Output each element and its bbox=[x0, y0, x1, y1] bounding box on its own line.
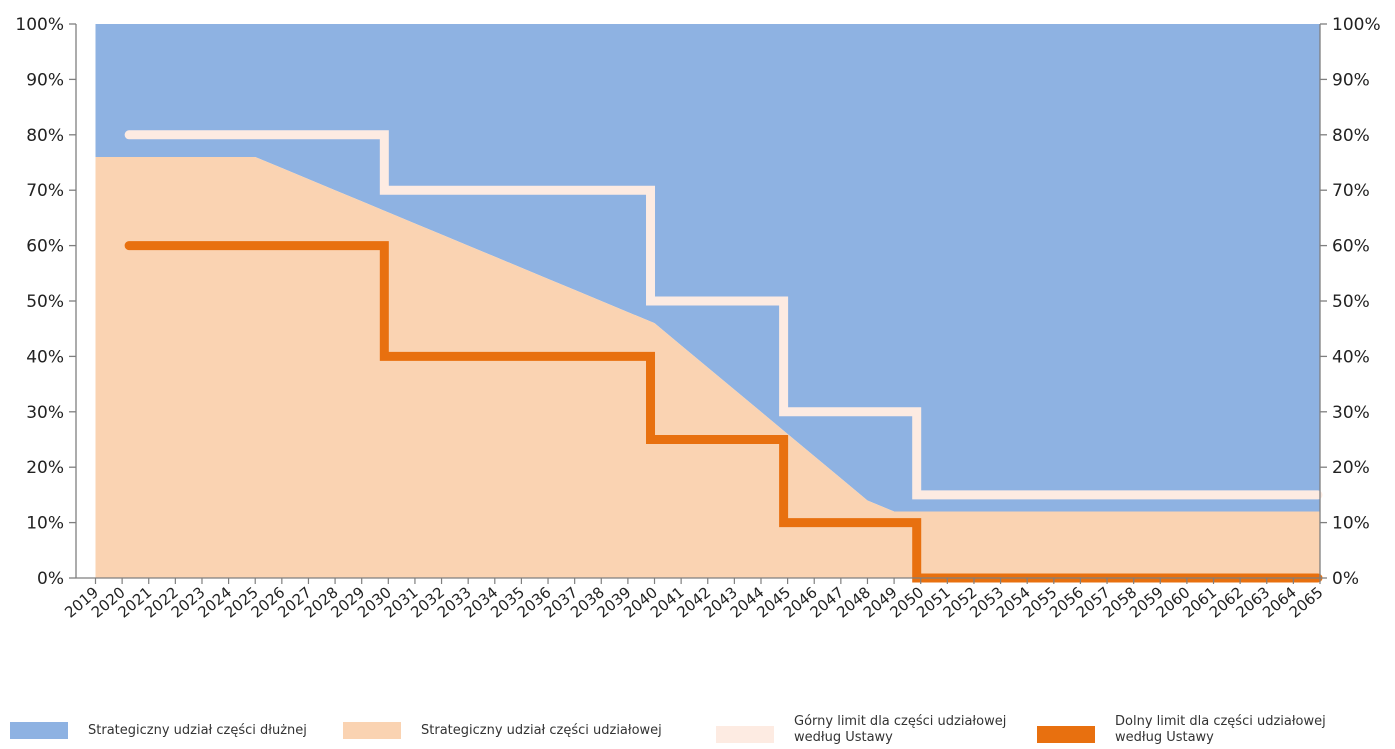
y-tick-label-right: 30% bbox=[1332, 403, 1370, 423]
legend-label-upper-limit: Górny limit dla części udziałowej według… bbox=[794, 714, 1007, 745]
legend-item-lower-limit: Dolny limit dla części udziałowej według… bbox=[1037, 714, 1326, 746]
y-tick-label-right: 10% bbox=[1332, 514, 1370, 534]
y-tick-label-right: 50% bbox=[1332, 292, 1370, 312]
glidepath-chart: 0% 0% 10% 10% 20% 20% 30% 30% 40% 40% 50% 50% 60% 60%… bbox=[15, 15, 1381, 622]
legend-swatch-debt bbox=[10, 722, 68, 739]
y-tick-label-left: 20% bbox=[26, 458, 64, 478]
y-tick-label-left: 100% bbox=[15, 15, 64, 35]
legend-swatch-upper-limit bbox=[716, 725, 774, 743]
line-upper-limit bbox=[124, 130, 1323, 500]
legend-item-equity: Strategiczny udział części udziałowej bbox=[343, 722, 662, 739]
plot-area bbox=[95, 24, 1323, 583]
y-tick-label-right: 60% bbox=[1332, 237, 1370, 257]
legend-swatch-lower-limit bbox=[1037, 725, 1095, 743]
y-tick-label-left: 40% bbox=[26, 347, 64, 367]
legend-label-equity: Strategiczny udział części udziałowej bbox=[421, 722, 662, 738]
legend-label-debt: Strategiczny udział części dłużnej bbox=[88, 722, 307, 738]
y-tick-label-left: 90% bbox=[26, 70, 64, 90]
y-tick-label-left: 60% bbox=[26, 237, 64, 257]
y-tick-label-right: 0% bbox=[1332, 569, 1359, 589]
y-tick-label-left: 80% bbox=[26, 126, 64, 146]
area-debt-share bbox=[95, 24, 1320, 512]
y-tick-label-right: 40% bbox=[1332, 347, 1370, 367]
y-tick-label-right: 20% bbox=[1332, 458, 1370, 478]
y-tick-label-right: 80% bbox=[1332, 126, 1370, 146]
legend-swatch-equity bbox=[343, 722, 401, 739]
y-tick-label-right: 70% bbox=[1332, 181, 1370, 201]
legend: Strategiczny udział części dłużnej Strat… bbox=[0, 712, 1395, 749]
y-tick-label-left: 0% bbox=[37, 569, 64, 589]
legend-item-debt: Strategiczny udział części dłużnej bbox=[10, 722, 307, 739]
y-tick-label-right: 90% bbox=[1332, 70, 1370, 90]
y-tick-label-left: 50% bbox=[26, 292, 64, 312]
legend-label-lower-limit: Dolny limit dla części udziałowej według… bbox=[1115, 714, 1326, 745]
area-equity-share bbox=[95, 156, 1320, 578]
line-lower-limit bbox=[124, 241, 1323, 583]
y-tick-label-left: 30% bbox=[26, 403, 64, 423]
y-tick-label-left: 70% bbox=[26, 181, 64, 201]
y-tick-label-right: 100% bbox=[1332, 15, 1381, 35]
y-tick-label-left: 10% bbox=[26, 514, 64, 534]
legend-item-upper-limit: Górny limit dla części udziałowej według… bbox=[716, 714, 1006, 746]
